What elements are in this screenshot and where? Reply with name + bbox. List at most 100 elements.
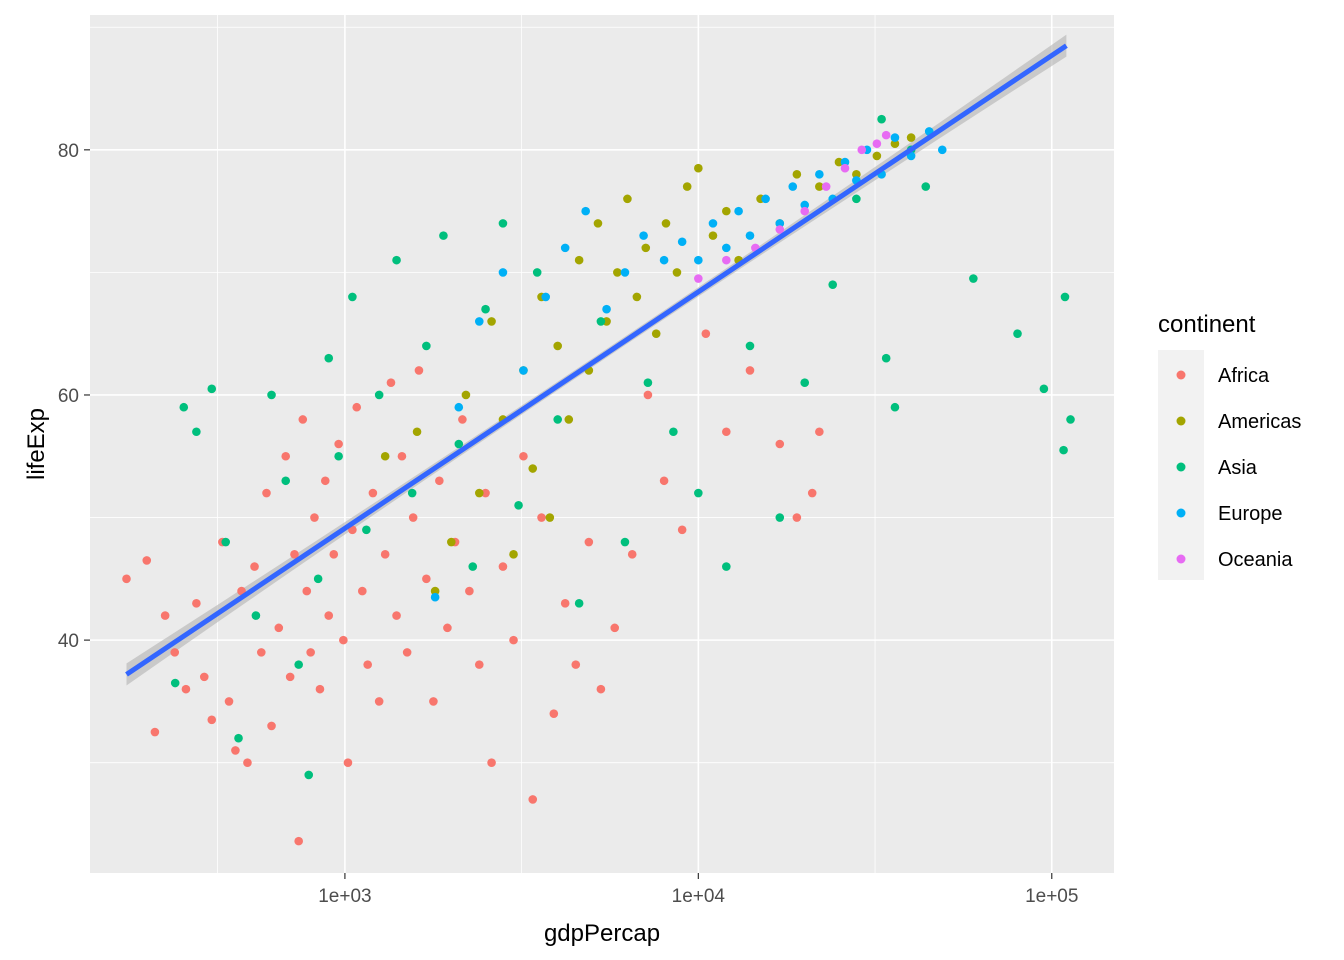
point-oceania xyxy=(881,130,891,140)
point-americas xyxy=(574,255,584,265)
point-asia xyxy=(775,513,785,522)
point-europe xyxy=(430,592,440,602)
legend-label-americas: Americas xyxy=(1218,411,1301,433)
point-asia xyxy=(532,268,542,277)
point-europe xyxy=(890,133,900,142)
point-europe xyxy=(581,206,590,216)
point-africa xyxy=(429,697,438,706)
point-asia xyxy=(1066,415,1075,424)
point-americas xyxy=(834,157,844,167)
point-africa xyxy=(294,836,303,846)
point-africa xyxy=(142,556,152,565)
point-europe xyxy=(639,231,648,240)
point-africa xyxy=(422,574,431,584)
x-axis-title: gdpPercap xyxy=(544,920,660,947)
point-asia xyxy=(596,317,606,326)
point-asia xyxy=(179,402,189,412)
point-africa xyxy=(298,415,308,424)
point-africa xyxy=(306,648,315,657)
x-tick-label: 1e+04 xyxy=(672,886,726,907)
point-asia xyxy=(348,292,357,302)
point-americas xyxy=(852,170,861,179)
point-europe xyxy=(541,292,551,302)
point-asia xyxy=(439,231,448,240)
point-oceania xyxy=(872,139,882,148)
point-asia xyxy=(1059,445,1068,455)
point-africa xyxy=(745,366,755,375)
point-africa xyxy=(181,684,191,694)
point-africa xyxy=(192,599,201,608)
point-asia xyxy=(324,353,334,363)
point-europe xyxy=(788,182,798,191)
point-africa xyxy=(358,586,367,596)
point-africa xyxy=(339,635,348,645)
point-asia xyxy=(620,537,630,547)
point-americas xyxy=(509,550,518,559)
point-asia xyxy=(890,402,900,412)
point-europe xyxy=(800,200,810,210)
point-europe xyxy=(474,317,484,326)
point-europe xyxy=(519,366,528,375)
point-africa xyxy=(267,721,276,731)
point-americas xyxy=(722,206,731,216)
point-africa xyxy=(368,488,378,498)
point-asia xyxy=(969,274,978,283)
point-asia xyxy=(221,537,231,547)
point-americas xyxy=(661,219,671,228)
point-americas xyxy=(872,151,882,161)
point-africa xyxy=(465,586,474,596)
points-layer xyxy=(122,114,1075,846)
point-americas xyxy=(708,231,718,240)
point-europe xyxy=(560,243,570,253)
point-africa xyxy=(310,513,319,522)
point-americas xyxy=(528,464,538,473)
point-africa xyxy=(160,611,170,620)
legend: continent Africa Americas Asia Europe Oceani… xyxy=(1158,311,1301,580)
point-asia xyxy=(234,733,243,743)
point-africa xyxy=(302,586,312,596)
point-asia xyxy=(454,439,464,449)
point-africa xyxy=(474,660,484,669)
point-europe xyxy=(745,231,755,240)
point-africa xyxy=(408,513,418,522)
point-africa xyxy=(207,715,217,725)
point-asia xyxy=(481,304,490,314)
point-americas xyxy=(632,292,642,302)
point-oceania xyxy=(694,274,703,283)
point-africa xyxy=(262,488,271,498)
tick-labels: 1e+03 1e+04 1e+05 40 60 80 xyxy=(58,141,1079,907)
legend-key-europe xyxy=(1176,508,1186,518)
point-africa xyxy=(285,672,295,682)
point-africa xyxy=(627,550,637,559)
point-africa xyxy=(122,574,131,584)
point-africa xyxy=(256,648,266,657)
legend-label-asia: Asia xyxy=(1218,457,1258,479)
y-axis-title: lifeExp xyxy=(23,408,50,480)
point-africa xyxy=(775,439,785,449)
legend-key-africa xyxy=(1176,370,1186,380)
point-americas xyxy=(487,317,496,326)
point-asia xyxy=(1039,384,1049,394)
point-africa xyxy=(815,427,824,437)
point-americas xyxy=(792,170,802,179)
point-africa xyxy=(560,599,570,608)
point-asia xyxy=(669,427,678,437)
point-americas xyxy=(623,194,632,204)
legend-label-africa: Africa xyxy=(1218,365,1270,387)
point-asia xyxy=(192,427,201,437)
point-africa xyxy=(231,746,240,755)
point-americas xyxy=(906,133,916,142)
trend-line xyxy=(125,43,1068,677)
point-africa xyxy=(519,451,528,461)
point-asia xyxy=(881,353,891,363)
point-americas xyxy=(651,329,661,338)
point-africa xyxy=(250,562,259,571)
point-africa xyxy=(792,513,802,522)
point-africa xyxy=(643,390,653,400)
point-asia xyxy=(498,219,508,228)
point-americas xyxy=(641,243,651,253)
point-americas xyxy=(412,427,422,437)
point-asia xyxy=(574,599,584,608)
legend-label-europe: Europe xyxy=(1218,503,1283,525)
